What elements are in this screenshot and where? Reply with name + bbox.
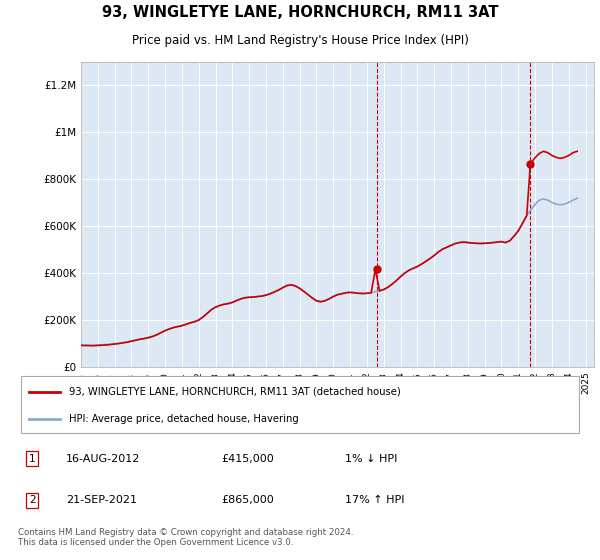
Text: 93, WINGLETYE LANE, HORNCHURCH, RM11 3AT: 93, WINGLETYE LANE, HORNCHURCH, RM11 3AT (102, 4, 498, 20)
Text: 17% ↑ HPI: 17% ↑ HPI (345, 496, 404, 505)
FancyBboxPatch shape (21, 376, 579, 433)
Text: Price paid vs. HM Land Registry's House Price Index (HPI): Price paid vs. HM Land Registry's House … (131, 34, 469, 47)
Text: 16-AUG-2012: 16-AUG-2012 (66, 454, 140, 464)
Text: 1: 1 (374, 380, 380, 390)
Text: 21-SEP-2021: 21-SEP-2021 (66, 496, 137, 505)
Text: 1: 1 (29, 454, 35, 464)
Text: Contains HM Land Registry data © Crown copyright and database right 2024.
This d: Contains HM Land Registry data © Crown c… (18, 528, 353, 548)
Text: £865,000: £865,000 (221, 496, 274, 505)
Text: HPI: Average price, detached house, Havering: HPI: Average price, detached house, Have… (69, 414, 299, 424)
Text: 2: 2 (527, 380, 533, 390)
Text: 93, WINGLETYE LANE, HORNCHURCH, RM11 3AT (detached house): 93, WINGLETYE LANE, HORNCHURCH, RM11 3AT… (69, 386, 401, 396)
Text: 2: 2 (29, 496, 35, 505)
Text: 1% ↓ HPI: 1% ↓ HPI (345, 454, 397, 464)
Text: £415,000: £415,000 (221, 454, 274, 464)
